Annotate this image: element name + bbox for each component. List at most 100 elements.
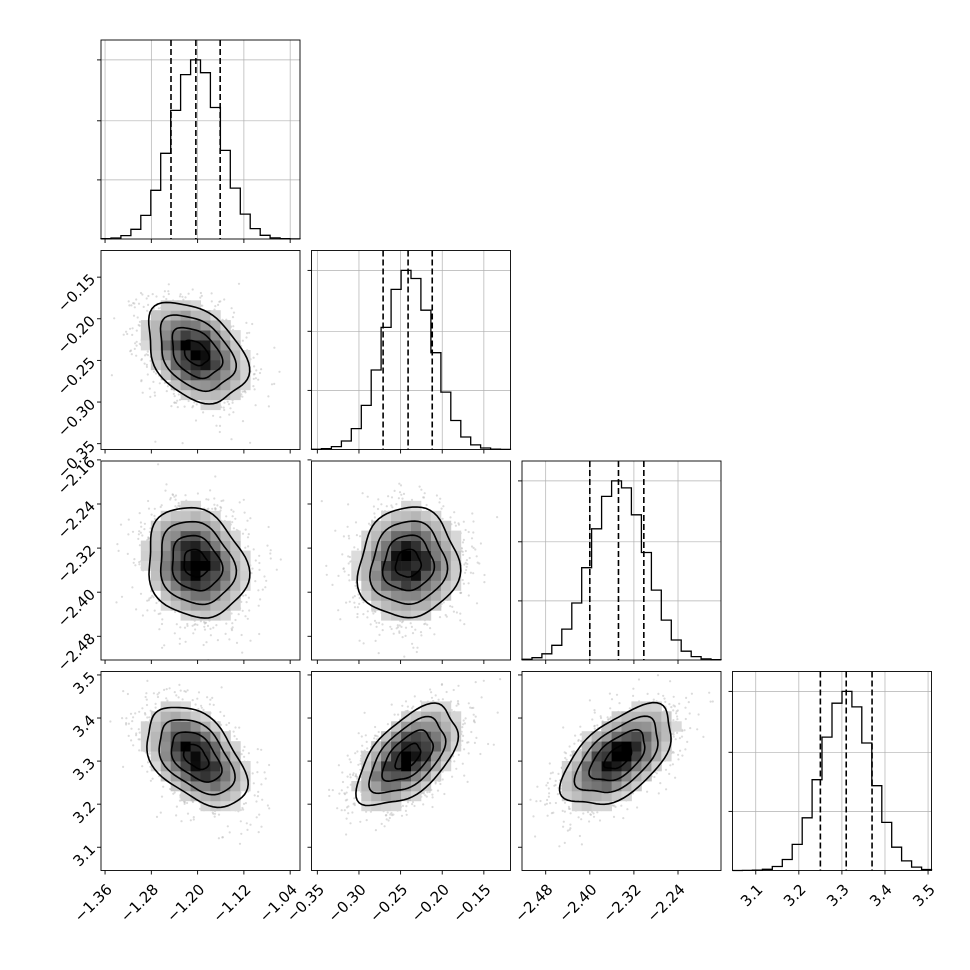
scatter-point: [135, 344, 138, 347]
density-cell: [430, 580, 442, 591]
scatter-point: [176, 406, 179, 409]
scatter-point: [249, 441, 252, 444]
scatter-point: [254, 404, 257, 407]
scatter-point: [376, 507, 380, 511]
scatter-point: [371, 610, 374, 613]
density-cell: [200, 310, 211, 321]
scatter-point: [249, 517, 252, 520]
scatter-point: [258, 568, 261, 572]
scatter-point: [241, 609, 244, 612]
density-cell: [391, 530, 402, 541]
density-cell: [200, 580, 211, 591]
scatter-point: [244, 391, 247, 394]
scatter-point: [192, 632, 195, 635]
density-cell: [160, 310, 172, 321]
scatter-point: [143, 528, 146, 531]
scatter-point: [131, 530, 135, 533]
density-cell: [220, 520, 231, 532]
scatter-point: [222, 499, 225, 502]
scatter-point: [366, 495, 369, 498]
density-cell: [401, 560, 412, 571]
scatter-point: [424, 622, 427, 625]
scatter-point: [174, 498, 177, 501]
scatter-point: [141, 614, 144, 617]
panel-content: [115, 463, 282, 660]
density-cell: [220, 320, 231, 331]
scatter-point: [217, 303, 220, 306]
scatter-point: [216, 504, 219, 507]
contour-2sigma: [356, 506, 462, 619]
density-cell: [391, 550, 402, 561]
density-cell: [190, 310, 201, 321]
scatter-point: [247, 596, 250, 599]
density-cell: [371, 600, 382, 611]
scatter-point: [251, 567, 254, 570]
scatter-point: [151, 293, 154, 296]
density-cell: [210, 350, 221, 361]
scatter-point: [219, 416, 222, 419]
scatter-point: [146, 350, 149, 353]
scatter-point: [158, 628, 161, 631]
density-cell: [180, 510, 191, 522]
scatter-point: [194, 628, 197, 631]
scatter-point: [242, 594, 245, 597]
scatter-point: [183, 405, 186, 408]
scatter-point: [138, 544, 141, 547]
scatter-point: [231, 622, 234, 625]
scatter-point: [401, 620, 405, 623]
contour-2sigma: [148, 506, 251, 619]
scatter-point: [199, 296, 202, 299]
scatter-point: [160, 622, 164, 626]
scatter-point: [457, 523, 461, 526]
scatter-point: [438, 616, 442, 619]
density-cell: [240, 570, 251, 581]
scatter-point: [138, 511, 141, 515]
scatter-point: [454, 524, 457, 527]
scatter-point: [207, 498, 210, 501]
density-cell: [381, 520, 392, 532]
scatter-point: [462, 520, 465, 523]
panel-2-1: [311, 460, 511, 661]
scatter-point: [135, 354, 138, 357]
scatter-point: [173, 632, 176, 635]
scatter-point: [249, 639, 252, 642]
density-cell: [170, 560, 181, 571]
scatter-point: [390, 496, 394, 499]
scatter-point: [362, 601, 365, 604]
scatter-point: [398, 630, 401, 633]
density-cell: [200, 359, 211, 371]
scatter-point: [228, 831, 231, 834]
scatter-point: [270, 383, 274, 386]
scatter-point: [232, 325, 235, 328]
scatter-point: [144, 695, 147, 699]
scatter-point: [205, 498, 208, 501]
scatter-point: [146, 599, 149, 602]
scatter-point: [203, 625, 206, 628]
scatter-point: [255, 369, 258, 372]
density-cell: [220, 359, 231, 371]
density-cell: [170, 369, 181, 381]
scatter-point: [337, 574, 340, 578]
density-cell: [160, 570, 172, 581]
density-cell: [391, 510, 402, 522]
panel-frame: [100, 460, 301, 661]
scatter-point: [119, 523, 123, 526]
density-cell: [411, 590, 422, 601]
scatter-point: [196, 492, 199, 495]
density-cell: [450, 540, 462, 551]
scatter-point: [255, 800, 258, 803]
scatter-point: [231, 626, 234, 629]
density-cell: [411, 550, 422, 561]
scatter-point: [213, 497, 216, 500]
panel-frame: [100, 250, 301, 450]
scatter-point: [141, 391, 144, 394]
scatter-point: [148, 530, 151, 534]
scatter-point: [242, 498, 245, 501]
density-cell: [381, 590, 392, 601]
scatter-point: [167, 290, 170, 293]
scatter-point: [193, 401, 196, 404]
scatter-point: [202, 411, 205, 414]
scatter-point: [358, 639, 361, 642]
density-cell: [381, 540, 392, 551]
scatter-point: [372, 612, 375, 615]
